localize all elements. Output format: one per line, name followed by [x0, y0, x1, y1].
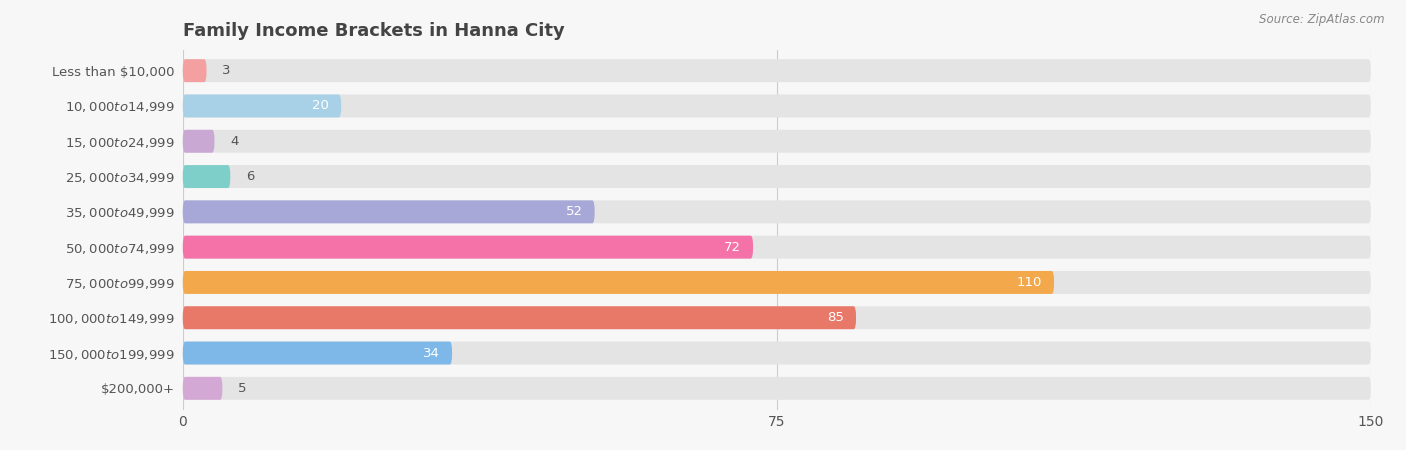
FancyBboxPatch shape [183, 342, 453, 365]
FancyBboxPatch shape [183, 165, 1371, 188]
FancyBboxPatch shape [183, 306, 1371, 329]
FancyBboxPatch shape [183, 94, 1371, 117]
FancyBboxPatch shape [183, 271, 1054, 294]
FancyBboxPatch shape [183, 59, 207, 82]
FancyBboxPatch shape [183, 130, 215, 153]
Text: Family Income Brackets in Hanna City: Family Income Brackets in Hanna City [183, 22, 565, 40]
FancyBboxPatch shape [183, 200, 595, 223]
Text: 4: 4 [231, 135, 239, 148]
FancyBboxPatch shape [183, 165, 231, 188]
Text: 34: 34 [423, 346, 440, 360]
Text: 110: 110 [1017, 276, 1042, 289]
Text: 5: 5 [238, 382, 246, 395]
FancyBboxPatch shape [183, 236, 1371, 259]
FancyBboxPatch shape [183, 377, 1371, 400]
FancyBboxPatch shape [183, 306, 856, 329]
FancyBboxPatch shape [183, 200, 1371, 223]
Text: Source: ZipAtlas.com: Source: ZipAtlas.com [1260, 14, 1385, 27]
Text: 3: 3 [222, 64, 231, 77]
FancyBboxPatch shape [183, 94, 342, 117]
FancyBboxPatch shape [183, 59, 1371, 82]
Text: 52: 52 [565, 205, 582, 218]
FancyBboxPatch shape [183, 342, 1371, 365]
FancyBboxPatch shape [183, 130, 1371, 153]
Text: 20: 20 [312, 99, 329, 112]
FancyBboxPatch shape [183, 377, 222, 400]
FancyBboxPatch shape [183, 271, 1371, 294]
Text: 6: 6 [246, 170, 254, 183]
Text: 72: 72 [724, 241, 741, 254]
Text: 85: 85 [827, 311, 844, 324]
FancyBboxPatch shape [183, 236, 754, 259]
